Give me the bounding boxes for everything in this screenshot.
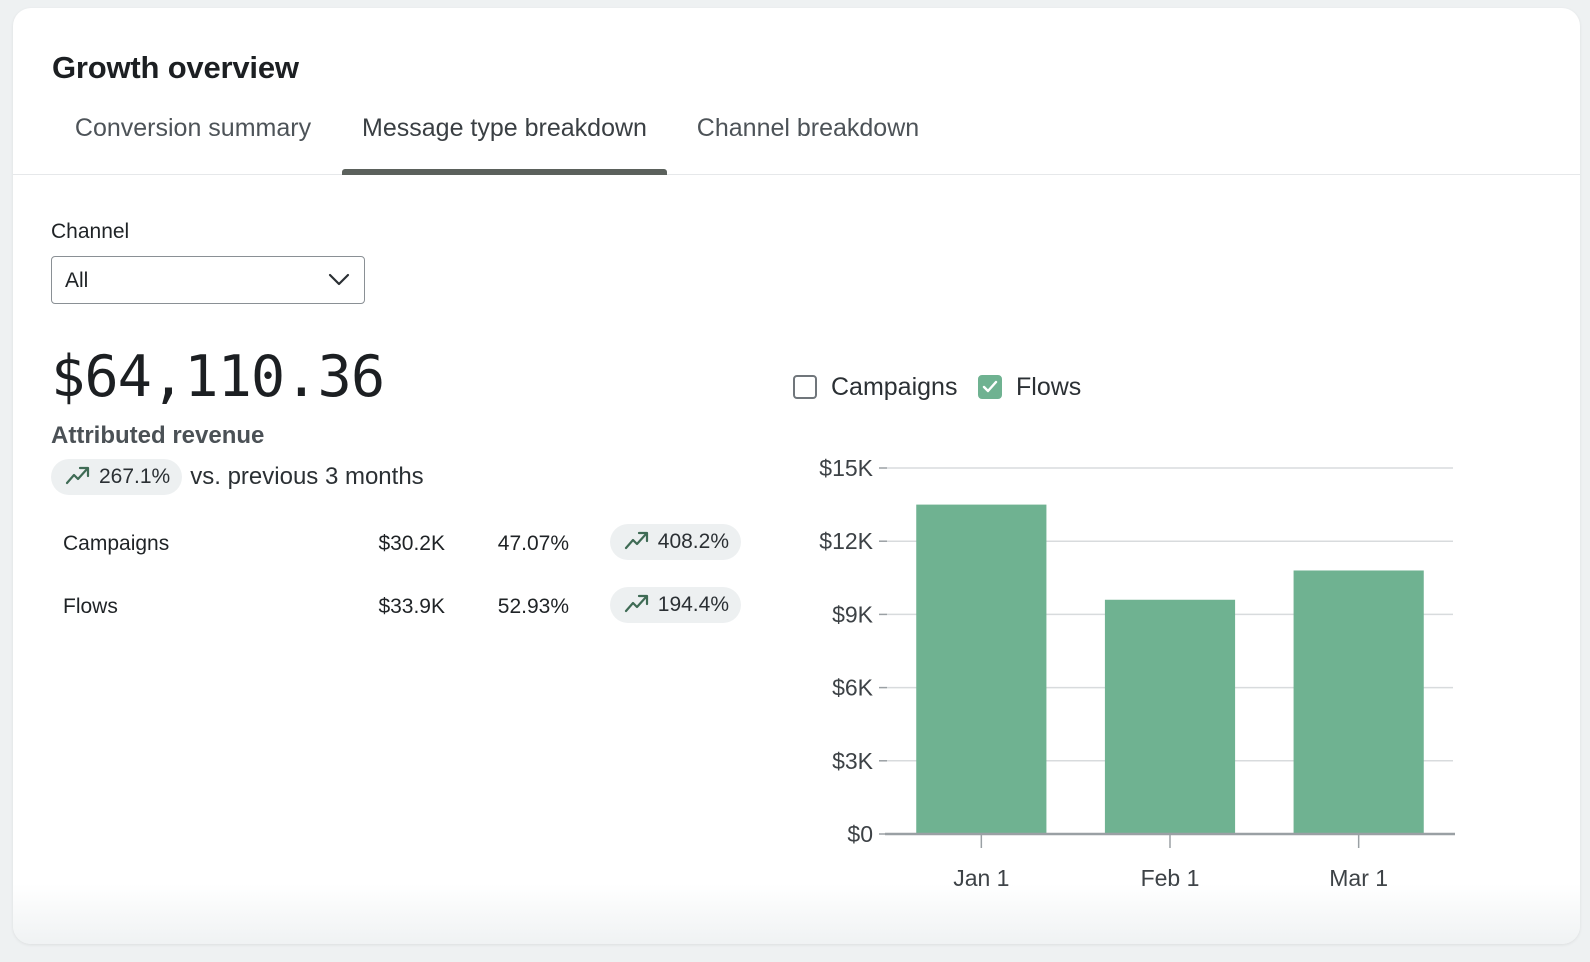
x-tick-label: Feb 1	[1141, 865, 1200, 891]
legend-toggle-campaigns[interactable]: Campaigns	[793, 372, 963, 402]
legend-toggle-flows[interactable]: Flows	[978, 372, 1088, 402]
breakdown-delta-badge: 194.4%	[609, 587, 741, 623]
bar	[1293, 570, 1424, 834]
breakdown-name: Campaigns	[63, 532, 170, 555]
y-tick-label: $15K	[819, 455, 873, 481]
delta-badge: 267.1%	[51, 459, 183, 495]
channel-filter-label: Channel	[51, 220, 130, 243]
breakdown-share: 47.07%	[497, 532, 569, 555]
bar	[916, 504, 1047, 834]
y-tick-label: $6K	[832, 675, 874, 701]
card-title: Growth overview	[52, 50, 299, 85]
delta-value: 267.1%	[99, 465, 171, 488]
tab-label: Channel breakdown	[696, 114, 920, 142]
breakdown-share: 52.93%	[497, 595, 569, 618]
tab-label: Conversion summary	[74, 114, 312, 142]
y-tick-label: $0	[847, 821, 873, 847]
y-tick-label: $3K	[832, 748, 874, 774]
delta-comparison-text: vs. previous 3 months	[190, 463, 424, 490]
y-tick-label: $12K	[819, 528, 873, 554]
breakdown-delta-badge: 408.2%	[609, 524, 741, 560]
bar	[1104, 599, 1236, 834]
x-tick-label: Jan 1	[953, 865, 1009, 891]
checkmark-icon	[982, 380, 998, 393]
trending-up-icon	[624, 595, 648, 613]
breakdown-amount: $30.2K	[378, 532, 445, 555]
chevron-down-icon	[328, 273, 350, 286]
tab-bar: Conversion summary Message type breakdow…	[13, 106, 1580, 175]
x-tick-label: Mar 1	[1329, 865, 1388, 891]
tab-conversion-summary[interactable]: Conversion summary	[73, 114, 313, 174]
breakdown-delta-value: 408.2%	[657, 530, 729, 553]
active-tab-indicator	[342, 169, 667, 175]
flows-checkbox[interactable]	[978, 375, 1002, 399]
breakdown-amount: $33.9K	[378, 595, 445, 618]
revenue-delta-row: 267.1% vs. previous 3 months	[51, 459, 424, 497]
breakdown-row-campaigns: Campaigns $30.2K 47.07% 408.2%	[63, 524, 743, 566]
tab-label: Message type breakdown	[362, 114, 647, 142]
growth-overview-card: Growth overview Conversion summary Messa…	[13, 8, 1580, 944]
attributed-revenue-label: Attributed revenue	[51, 422, 265, 449]
breakdown-row-flows: Flows $33.9K 52.93% 194.4%	[63, 587, 743, 629]
breakdown-delta-value: 194.4%	[657, 593, 729, 616]
legend-label: Campaigns	[831, 373, 958, 401]
legend-label: Flows	[1016, 373, 1082, 401]
breakdown-name: Flows	[63, 595, 118, 618]
attributed-revenue-value: $64,110.36	[51, 344, 385, 410]
revenue-bar-chart: $0 $3K $6K $9K $12K $15K Jan 1 Feb 1 Mar 1	[819, 455, 1455, 891]
trending-up-icon	[65, 467, 90, 485]
tab-channel-breakdown[interactable]: Channel breakdown	[694, 114, 922, 174]
y-tick-label: $9K	[832, 601, 874, 627]
channel-select-value: All	[65, 269, 89, 292]
campaigns-checkbox[interactable]	[793, 375, 817, 399]
trending-up-icon	[624, 532, 648, 550]
tab-message-type-breakdown[interactable]: Message type breakdown	[342, 114, 667, 175]
channel-select[interactable]: All	[51, 256, 365, 304]
